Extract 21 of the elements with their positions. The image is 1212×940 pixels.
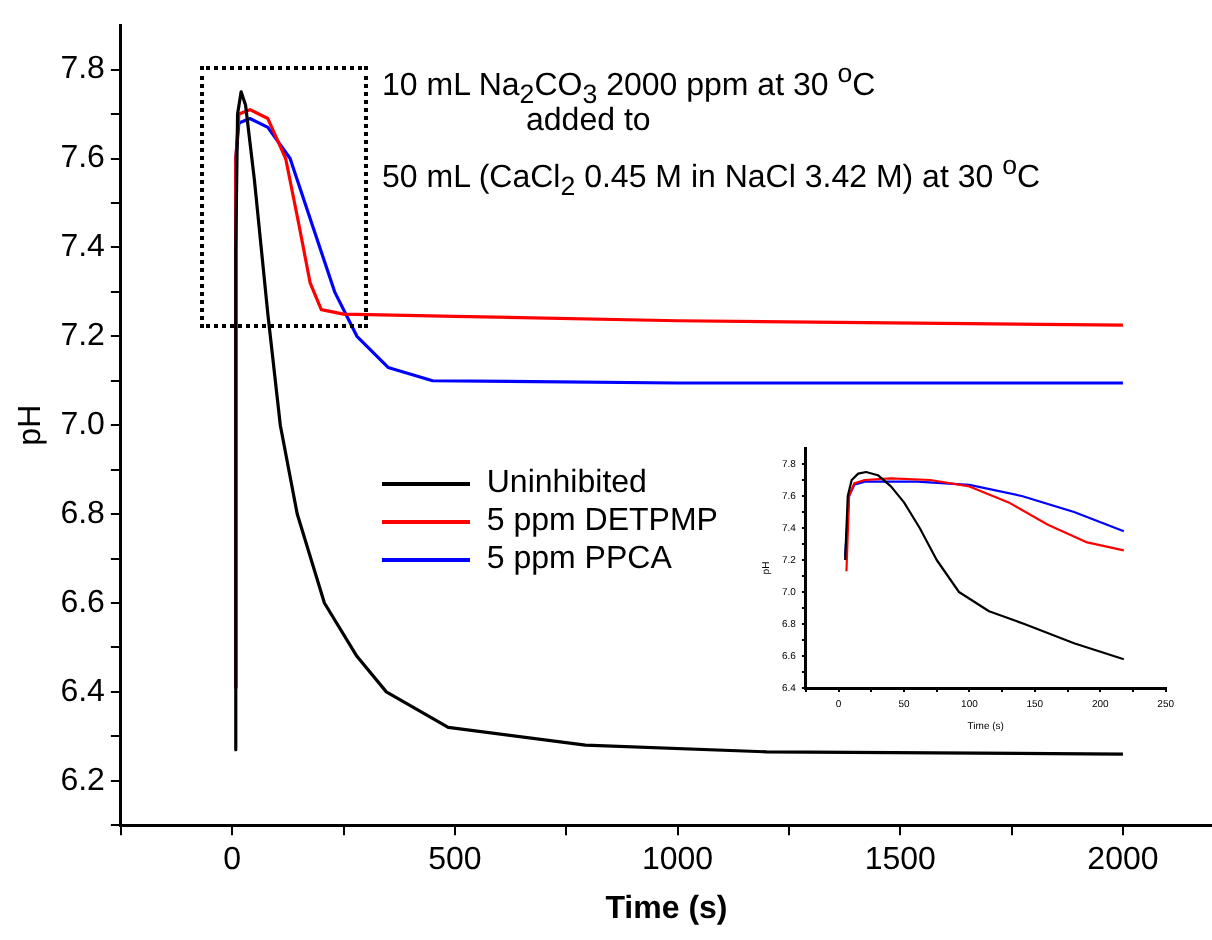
y-axis-title: pH <box>14 404 49 446</box>
y-tick-label: 6.2 <box>60 763 106 798</box>
legend-label: 5 ppm DETPMP <box>486 504 718 541</box>
annotation: 50 mL (CaCl$_{2}$ 0.45 M in NaCl 3.42 M) at 30 $^{o}$C <box>382 150 1041 202</box>
x-tick-label: 2000 <box>1087 843 1159 878</box>
x-tick-label: 1000 <box>641 843 714 878</box>
y-tick-label: 7.4 <box>60 230 106 265</box>
y-tick-label: 7.8 <box>60 52 106 87</box>
y-tick-label: 7.6 <box>60 141 106 176</box>
legend-label: Uninhibited <box>486 466 647 503</box>
y-tick-label: 7.2 <box>60 319 106 354</box>
y-tick-label: 7.0 <box>60 408 106 443</box>
x-tick-label: 0 <box>223 843 242 878</box>
annotation: added to <box>526 104 651 140</box>
x-tick-label: 1500 <box>864 843 937 878</box>
y-tick-label: 6.4 <box>60 674 106 709</box>
legend-label: 5 ppm PPCA <box>486 542 672 579</box>
y-tick-label: 6.8 <box>60 496 106 531</box>
x-tick-label: 500 <box>428 843 482 878</box>
y-tick-label: 6.6 <box>60 585 106 620</box>
x-axis-title: Time (s) <box>605 891 728 926</box>
